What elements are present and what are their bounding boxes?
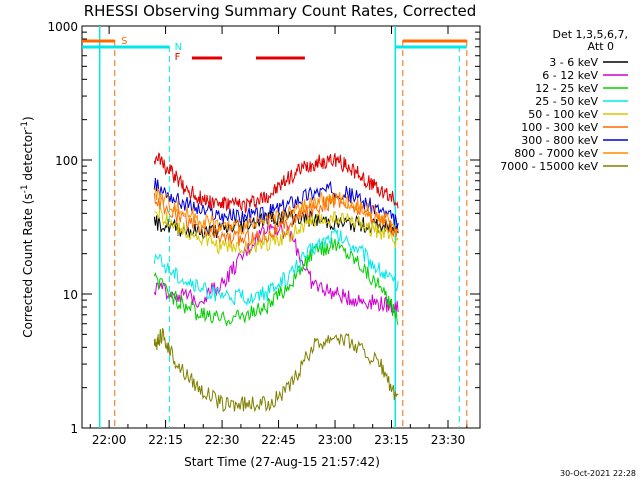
legend-label: 800 - 7000 keV [514,147,598,160]
series-line [153,218,399,314]
svg-text:Corrected Count Rate (s-1 dete: Corrected Count Rate (s-1 detector-1) [20,116,35,337]
legend-label: 300 - 800 keV [521,134,598,147]
series-line [153,328,399,413]
legend-label: 25 - 50 keV [535,95,598,108]
x-tick-label: 23:30 [431,433,466,447]
y-axis-label-end: ) [21,116,35,121]
series-line [153,237,399,326]
plot-frame [81,25,481,429]
marker-label: N [175,42,182,53]
legend-header-line2: Att 0 [588,40,614,53]
y-axis-label-sup1: -1 [20,184,30,193]
y-axis-ticks: 1 10 100 1000 [47,20,480,436]
legend-header-line1: Det 1,3,5,6,7, [552,28,628,41]
legend-label: 100 - 300 keV [521,121,598,134]
x-tick-label: 23:00 [318,433,353,447]
y-axis-label: Corrected Count Rate (s-1 detector-1) [20,116,35,337]
y-tick-label: 1 [70,422,78,436]
series-line [154,206,399,256]
x-tick-label: 22:30 [205,433,240,447]
series-line [153,192,399,247]
x-axis-ticks: 22:00 22:15 22:30 22:45 23:00 23:15 23:30 [89,26,468,447]
y-tick-label: 100 [55,154,78,168]
legend-label: 6 - 12 keV [542,69,598,82]
y-tick-label: 10 [63,288,78,302]
legend-label: 3 - 6 keV [549,56,598,69]
timestamp: 30-Oct-2021 22:28 [560,469,636,478]
x-axis-label: Start Time (27-Aug-15 21:57:42) [184,455,380,469]
legend-label: 50 - 100 keV [528,108,598,121]
series-line [153,227,399,307]
series-line [153,177,399,229]
legend-label: 7000 - 15000 keV [500,160,598,173]
x-tick-label: 23:15 [374,433,409,447]
series-line [153,186,399,236]
x-tick-label: 22:15 [148,433,183,447]
y-tick-label: 1000 [47,20,78,34]
marker-label: S [121,36,127,47]
chart-title: RHESSI Observing Summary Count Rates, Co… [84,2,477,20]
y-axis-label-sup2: -1 [20,121,30,130]
legend-label: 12 - 25 keV [535,82,598,95]
y-axis-label-main: Corrected Count Rate (s [21,193,35,337]
time-markers: S NF [82,26,468,428]
series-lines [153,152,399,413]
x-tick-label: 22:00 [92,433,127,447]
x-tick-label: 22:45 [261,433,296,447]
series-line-extra [153,152,399,214]
y-axis-label-mid: detector [21,130,35,185]
marker-label: F [175,52,181,63]
